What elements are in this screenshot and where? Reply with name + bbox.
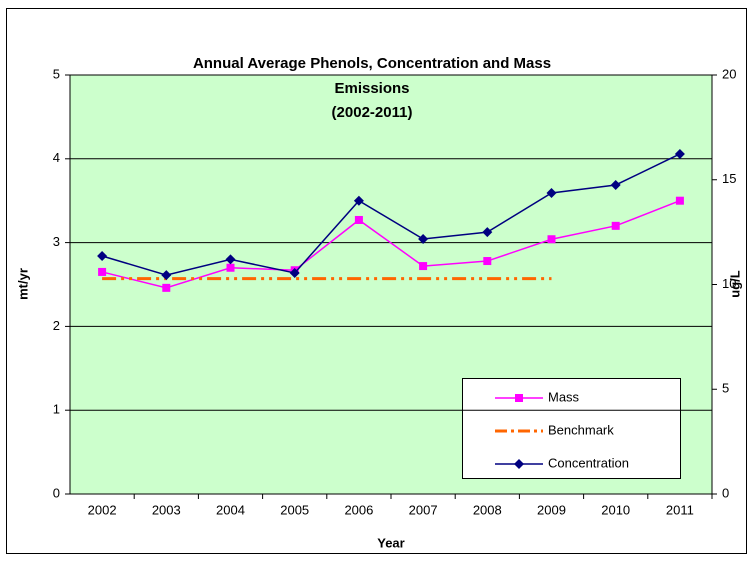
y2-tick-label: 5 <box>722 381 729 396</box>
data-point <box>418 234 429 245</box>
data-point <box>546 187 557 198</box>
series-line <box>101 200 681 289</box>
y2-tick-label: 0 <box>722 485 729 500</box>
data-point <box>354 215 363 224</box>
data-point <box>611 221 620 230</box>
x-tick-label: 2008 <box>473 502 502 517</box>
y-tick-label: 1 <box>53 402 60 417</box>
data-point <box>226 263 235 272</box>
x-tick-label: 2007 <box>409 502 438 517</box>
legend-marker <box>515 394 523 402</box>
data-point <box>161 270 172 281</box>
x-tick-label: 2002 <box>88 502 117 517</box>
legend-marker <box>514 459 524 469</box>
data-point <box>675 196 684 205</box>
x-tick-label: 2005 <box>280 502 309 517</box>
data-point <box>98 267 107 276</box>
x-axis-label: Year <box>377 535 404 550</box>
x-tick-label: 2009 <box>537 502 566 517</box>
x-tick-label: 2006 <box>344 502 373 517</box>
legend-label: Mass <box>548 389 580 404</box>
legend-label: Benchmark <box>548 422 614 437</box>
data-point <box>482 227 493 238</box>
data-point <box>419 262 428 271</box>
x-tick-label: 2011 <box>666 502 694 517</box>
y2-tick-label: 15 <box>722 171 736 186</box>
series-line <box>101 153 681 276</box>
legend-label: Concentration <box>548 455 629 470</box>
data-point <box>610 179 621 190</box>
data-point <box>162 283 171 292</box>
y-tick-label: 0 <box>53 485 60 500</box>
data-point <box>353 195 364 206</box>
chart-title: Annual Average Phenols, Concentration an… <box>193 55 551 72</box>
data-point <box>289 267 300 278</box>
data-point <box>97 251 108 262</box>
x-tick-label: 2004 <box>216 502 245 517</box>
chart-title: Emissions <box>334 80 409 97</box>
y-tick-label: 2 <box>53 318 60 333</box>
y-tick-label: 3 <box>53 234 60 249</box>
chart-title: (2002-2011) <box>332 104 413 121</box>
data-point <box>674 148 685 159</box>
x-tick-label: 2010 <box>601 502 630 517</box>
y2-tick-label: 20 <box>722 66 736 81</box>
y-axis-label: mt/yr <box>15 268 30 300</box>
y-tick-label: 4 <box>53 150 60 165</box>
y2-axis-label: ug/L <box>727 270 742 297</box>
data-point <box>483 257 492 266</box>
legend <box>462 378 681 479</box>
y2-tick-label: 10 <box>722 276 736 291</box>
y-tick-label: 5 <box>53 66 60 81</box>
data-point <box>225 254 236 265</box>
x-tick-label: 2003 <box>152 502 181 517</box>
data-point <box>547 235 556 244</box>
